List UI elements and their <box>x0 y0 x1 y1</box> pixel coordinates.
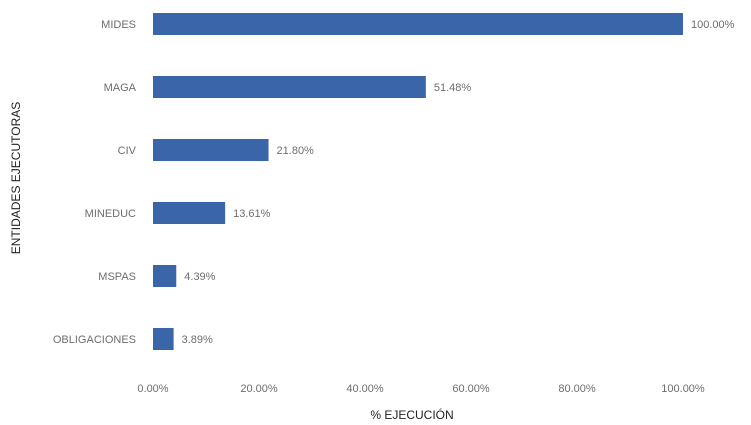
x-axis-title: % EJECUCIÓN <box>370 407 453 422</box>
value-label-maga: 51.48% <box>434 82 472 94</box>
bars <box>153 13 683 350</box>
x-tick-label: 60.00% <box>452 383 490 395</box>
bar-mineduc <box>153 202 226 224</box>
x-tick-label: 0.00% <box>137 383 168 395</box>
category-label-mspas: MSPAS <box>98 271 136 283</box>
y-axis-title: ENTIDADES EJECUTORAS <box>9 102 23 254</box>
category-label-obligaciones: OBLIGACIONES <box>53 334 136 346</box>
bar-civ <box>153 139 269 161</box>
value-label-mides: 100.00% <box>691 19 735 31</box>
bar-mspas <box>153 265 177 287</box>
value-label-obligaciones: 3.89% <box>182 334 213 346</box>
value-labels: 100.00% 51.48% 21.80% 13.61% 4.39% 3.89% <box>182 19 735 346</box>
x-axis-ticks: 0.00% 20.00% 40.00% 60.00% 80.00% 100.00% <box>137 383 705 395</box>
x-tick-label: 80.00% <box>558 383 596 395</box>
x-tick-label: 40.00% <box>346 383 384 395</box>
category-labels: MIDES MAGA CIV MINEDUC MSPAS OBLIGACIONES <box>53 19 137 346</box>
value-label-mspas: 4.39% <box>184 271 215 283</box>
value-label-civ: 21.80% <box>277 145 315 157</box>
bar-maga <box>153 76 426 98</box>
category-label-mineduc: MINEDUC <box>85 208 136 220</box>
category-label-maga: MAGA <box>104 82 137 94</box>
category-label-civ: CIV <box>118 145 137 157</box>
value-label-mineduc: 13.61% <box>233 208 271 220</box>
x-tick-label: 100.00% <box>661 383 705 395</box>
category-label-mides: MIDES <box>101 19 136 31</box>
bar-mides <box>153 13 683 35</box>
x-tick-label: 20.00% <box>240 383 278 395</box>
bar-obligaciones <box>153 328 174 350</box>
